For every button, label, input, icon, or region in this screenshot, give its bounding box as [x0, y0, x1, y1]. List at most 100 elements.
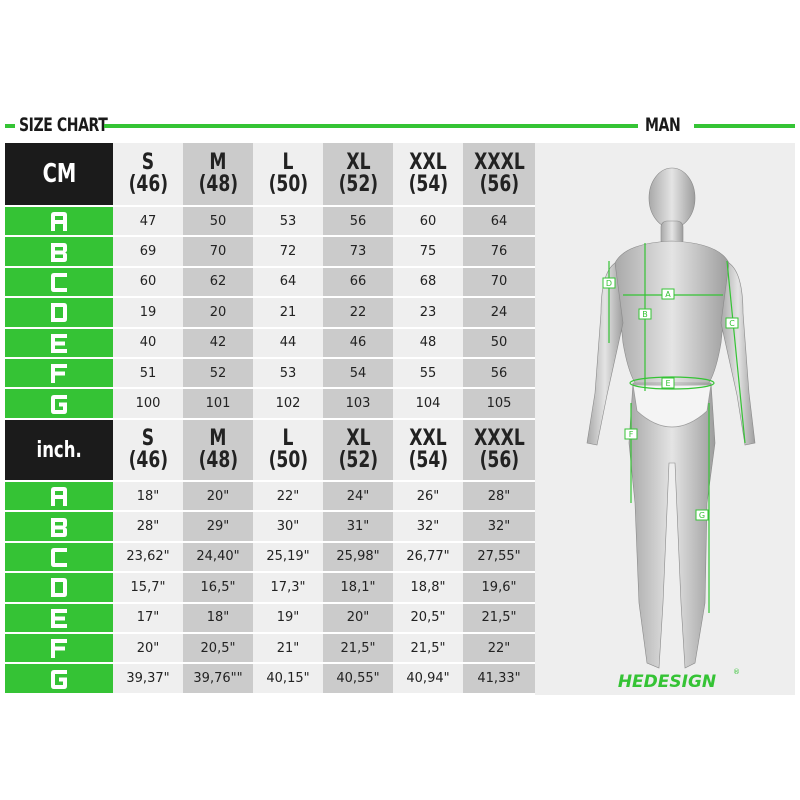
size-chart-header: SIZE CHART MAN [0, 112, 800, 140]
unit-text: CM [42, 159, 76, 189]
eu-size: (48) [198, 448, 238, 473]
measurement-value: 20" [323, 603, 393, 632]
measurement-value: 17" [113, 603, 183, 632]
size-label: M [209, 150, 227, 175]
letter-d-glyph [51, 303, 67, 323]
measurement-value: 32" [463, 512, 535, 541]
header-line-left [5, 124, 15, 128]
size-label: XXL [409, 426, 447, 451]
measurement-value: 76 [463, 237, 535, 266]
measurement-value: 24,40" [183, 542, 253, 572]
measurement-value: 18" [113, 482, 183, 511]
measurement-value: 24" [323, 482, 393, 511]
measurement-value: 29" [183, 512, 253, 541]
measurement-key-g [5, 664, 113, 693]
measurement-row: 47 50 53 56 60 64 [5, 207, 535, 238]
unit-text: inch. [36, 437, 82, 463]
measurement-value: 22 [323, 298, 393, 327]
measurement-value: 70 [463, 267, 535, 297]
measurement-value: 18,8" [393, 573, 463, 602]
measurement-key-d [5, 573, 113, 602]
svg-text:HEDESIGN: HEDESIGN [618, 672, 716, 692]
measurement-row: 28" 29" 30" 31" 32" 32" [5, 512, 535, 543]
measurement-value: 60 [113, 267, 183, 297]
measurement-value: 19,6" [463, 573, 535, 602]
inch-size-table: inch. S (46) M (48) L (50) XL (52) XXL (54) XXXL (56… [5, 420, 535, 695]
size-column-header: XXL (54) [393, 143, 463, 205]
letter-a-glyph [51, 212, 67, 232]
measurement-row: 17" 18" 19" 20" 20,5" 21,5" [5, 603, 535, 634]
svg-text:D: D [606, 279, 612, 288]
measurement-key-a [5, 482, 113, 511]
measurement-value: 40 [113, 328, 183, 357]
measurement-value: 39,76"" [183, 664, 253, 693]
measurement-value: 20,5" [183, 633, 253, 663]
measurement-value: 64 [463, 207, 535, 236]
size-column-header: XL (52) [323, 143, 393, 205]
measurement-key-a [5, 207, 113, 236]
marker-A: A [661, 288, 675, 300]
letter-b-glyph [51, 517, 67, 537]
measurement-value: 69 [113, 237, 183, 266]
svg-text:C: C [729, 319, 735, 328]
letter-e-glyph [51, 333, 67, 353]
measurement-value: 20" [183, 482, 253, 511]
measurement-value: 50 [183, 207, 253, 236]
measurement-value: 54 [323, 358, 393, 388]
measurement-key-b [5, 512, 113, 541]
measurement-key-f [5, 358, 113, 388]
measurement-value: 72 [253, 237, 323, 266]
marker-D: D [602, 277, 616, 289]
svg-text:®: ® [733, 668, 740, 676]
eu-size: (54) [408, 172, 448, 197]
measurement-value: 40,55" [323, 664, 393, 693]
measurement-value: 41,33" [463, 664, 535, 693]
size-label: S [141, 150, 155, 175]
svg-text:G: G [699, 511, 705, 520]
measurement-value: 44 [253, 328, 323, 357]
measurement-value: 105 [463, 389, 535, 418]
measurement-row: 15,7" 16,5" 17,3" 18,1" 18,8" 19,6" [5, 573, 535, 604]
size-label: S [141, 426, 155, 451]
size-column-header: XXXL (56) [463, 420, 535, 480]
marker-B: B [638, 308, 652, 320]
measurement-value: 53 [253, 207, 323, 236]
letter-f-glyph [51, 364, 67, 384]
measurement-value: 15,7" [113, 573, 183, 602]
measurement-value: 21,5" [323, 633, 393, 663]
size-column-header: S (46) [113, 143, 183, 205]
letter-e-glyph [51, 608, 67, 628]
measurement-row: 40 42 44 46 48 50 [5, 328, 535, 359]
measurement-value: 47 [113, 207, 183, 236]
measurement-value: 73 [323, 237, 393, 266]
header-gender: MAN [645, 114, 681, 136]
measurement-value: 51 [113, 358, 183, 388]
measurement-value: 20" [113, 633, 183, 663]
measurement-value: 27,55" [463, 542, 535, 572]
measurement-value: 102 [253, 389, 323, 418]
letter-g-glyph [51, 669, 67, 689]
measurement-value: 21 [253, 298, 323, 327]
measurement-value: 56 [323, 207, 393, 236]
size-column-header: L (50) [253, 143, 323, 205]
measurement-value: 25,19" [253, 542, 323, 572]
eu-size: (50) [268, 172, 308, 197]
measurement-value: 100 [113, 389, 183, 418]
measurement-row: 39,37" 39,76"" 40,15" 40,55" 40,94" 41,33" [5, 664, 535, 695]
letter-b-glyph [51, 242, 67, 262]
measurement-row: 23,62" 24,40" 25,19" 25,98" 26,77" 27,55" [5, 542, 535, 574]
marker-F: F [624, 428, 638, 440]
measurement-value: 19" [253, 603, 323, 632]
measurement-value: 31" [323, 512, 393, 541]
measurement-value: 16,5" [183, 573, 253, 602]
size-label: M [209, 426, 227, 451]
measurement-key-c [5, 267, 113, 297]
marker-C: C [725, 317, 739, 329]
measurement-key-b [5, 237, 113, 266]
measurement-key-d [5, 298, 113, 327]
size-label: XXL [409, 150, 447, 175]
measurement-row: 60 62 64 66 68 70 [5, 267, 535, 299]
measurement-row: 20" 20,5" 21" 21,5" 21,5" 22" [5, 633, 535, 665]
measurement-value: 32" [393, 512, 463, 541]
measurement-key-e [5, 328, 113, 357]
